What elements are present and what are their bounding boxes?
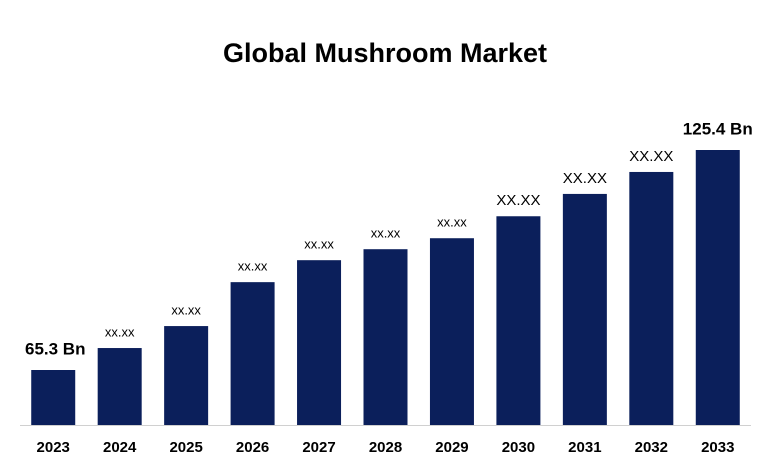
bar: [629, 171, 674, 425]
x-tick-label: 2024: [103, 439, 137, 456]
data-label: XX.XX: [496, 192, 540, 209]
x-tick-label: 2026: [236, 439, 269, 456]
x-tick-label: 2033: [701, 439, 734, 456]
bar: [363, 249, 408, 425]
chart-title: Global Mushroom Market: [223, 38, 547, 68]
bar: [230, 282, 275, 425]
x-tick-label: 2029: [435, 439, 468, 456]
bar: [31, 370, 76, 425]
data-label: 65.3 Bn: [25, 339, 85, 358]
bar: [695, 150, 740, 425]
x-tick-label: 2025: [169, 439, 202, 456]
bar: [496, 216, 541, 425]
x-tick-label: 2027: [302, 439, 335, 456]
data-label: xx.xx: [238, 259, 268, 274]
data-label: XX.XX: [629, 148, 673, 165]
data-label: XX.XX: [563, 170, 607, 187]
x-tick-label: 2030: [502, 439, 535, 456]
data-label: xx.xx: [371, 226, 401, 241]
x-tick-label: 2032: [635, 439, 668, 456]
x-tick-label: 2023: [37, 439, 70, 456]
data-label: xx.xx: [171, 303, 201, 318]
x-tick-label: 2031: [568, 439, 601, 456]
bar: [562, 193, 607, 425]
data-label: xx.xx: [304, 237, 334, 252]
data-label: xx.xx: [437, 215, 467, 230]
data-label: 125.4 Bn: [683, 119, 753, 138]
bar: [429, 238, 474, 425]
bar: [297, 260, 342, 425]
bar: [97, 348, 142, 425]
data-label: xx.xx: [105, 324, 135, 339]
x-tick-label: 2028: [369, 439, 402, 456]
bar: [164, 326, 209, 425]
